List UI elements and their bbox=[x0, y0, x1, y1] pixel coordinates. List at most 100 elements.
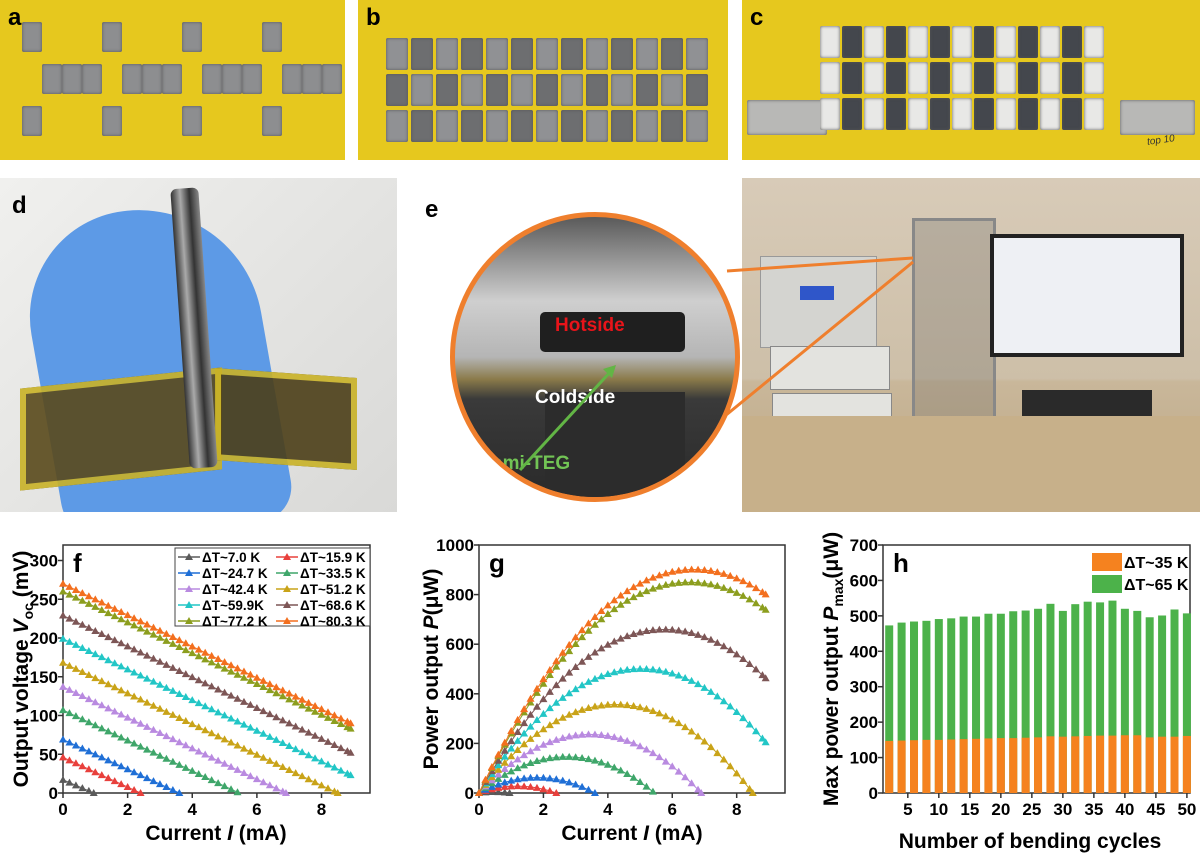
data-point-f bbox=[272, 689, 281, 697]
y-tick-label: 400 bbox=[850, 642, 878, 661]
te-leg bbox=[930, 26, 950, 58]
metal-contact-left bbox=[747, 100, 827, 135]
data-point-f bbox=[181, 741, 190, 749]
panel-label-g: g bbox=[489, 548, 505, 578]
data-point-g bbox=[732, 708, 741, 716]
data-point-g bbox=[642, 745, 651, 753]
legend-marker bbox=[185, 601, 193, 608]
data-point-f bbox=[97, 605, 106, 613]
data-point-f bbox=[298, 772, 307, 780]
data-point-g bbox=[526, 773, 535, 781]
data-point-g bbox=[552, 681, 561, 689]
data-point-g bbox=[732, 769, 741, 777]
data-point-f bbox=[143, 620, 152, 628]
data-point-g bbox=[700, 566, 709, 574]
data-point-f bbox=[123, 783, 132, 791]
te-leg bbox=[974, 98, 994, 130]
te-leg bbox=[561, 38, 583, 70]
y-axis-label-f: Output voltage Voc (mV) bbox=[10, 551, 36, 788]
te-leg bbox=[242, 64, 262, 94]
data-point-g bbox=[597, 606, 606, 614]
bar-dt35 bbox=[910, 740, 919, 793]
legend-label: ΔT~77.2 K bbox=[202, 614, 268, 629]
data-point-f bbox=[136, 742, 145, 750]
te-leg bbox=[22, 22, 42, 52]
data-point-g bbox=[623, 769, 632, 777]
data-point-g bbox=[507, 782, 516, 790]
data-point-f bbox=[168, 757, 177, 765]
data-point-f bbox=[246, 723, 255, 731]
data-point-f bbox=[252, 726, 261, 734]
hotside-block bbox=[540, 312, 685, 352]
data-point-g bbox=[745, 595, 754, 603]
data-point-g bbox=[610, 668, 619, 676]
te-leg bbox=[611, 38, 633, 70]
data-point-f bbox=[317, 705, 326, 713]
data-point-f bbox=[188, 673, 197, 681]
bar-dt65 bbox=[1182, 613, 1191, 793]
y-tick-label: 600 bbox=[446, 635, 474, 654]
te-leg bbox=[864, 26, 884, 58]
data-point-g bbox=[494, 750, 503, 758]
data-point-g bbox=[616, 766, 625, 774]
data-point-f bbox=[239, 768, 248, 776]
data-point-g bbox=[500, 778, 509, 786]
data-point-g bbox=[642, 704, 651, 712]
data-point-g bbox=[681, 773, 690, 781]
data-point-f bbox=[71, 759, 80, 767]
bar-dt35 bbox=[1058, 736, 1067, 793]
te-leg bbox=[586, 74, 608, 106]
te-leg bbox=[536, 38, 558, 70]
data-point-f bbox=[104, 680, 113, 688]
bar-dt35 bbox=[972, 738, 981, 793]
te-leg bbox=[842, 98, 862, 130]
data-point-f bbox=[123, 736, 132, 744]
legend-marker bbox=[283, 617, 291, 624]
data-point-g bbox=[732, 588, 741, 596]
photo-panel-a bbox=[0, 0, 345, 160]
te-leg bbox=[62, 64, 82, 94]
data-point-g bbox=[545, 721, 554, 729]
data-point-f bbox=[259, 729, 268, 737]
data-point-g bbox=[552, 753, 561, 761]
data-point-g bbox=[732, 574, 741, 582]
data-point-f bbox=[239, 720, 248, 728]
data-point-g bbox=[487, 782, 496, 790]
data-point-f bbox=[104, 727, 113, 735]
bar-dt65 bbox=[1071, 604, 1080, 793]
data-point-g bbox=[636, 742, 645, 750]
bar-dt65 bbox=[922, 620, 931, 793]
data-point-f bbox=[136, 648, 145, 656]
data-point-g bbox=[681, 578, 690, 586]
data-point-g bbox=[590, 702, 599, 710]
data-point-g bbox=[748, 789, 757, 796]
x-tick-label: 50 bbox=[1177, 800, 1196, 819]
data-point-g bbox=[616, 634, 625, 642]
te-leg bbox=[142, 64, 162, 94]
controller-display bbox=[800, 286, 834, 300]
te-leg bbox=[686, 74, 708, 106]
data-point-g bbox=[739, 714, 748, 722]
data-point-f bbox=[346, 724, 355, 732]
data-point-f bbox=[110, 730, 119, 738]
data-point-g bbox=[668, 669, 677, 677]
data-point-g bbox=[761, 738, 770, 746]
legend-marker bbox=[283, 569, 291, 576]
data-point-f bbox=[91, 650, 100, 658]
data-point-f bbox=[104, 774, 113, 782]
legend-label: ΔT~59.9K bbox=[202, 598, 264, 613]
data-point-f bbox=[65, 756, 74, 764]
data-point-f bbox=[130, 768, 139, 776]
te-leg bbox=[1018, 62, 1038, 94]
data-point-f bbox=[239, 744, 248, 752]
data-point-f bbox=[143, 722, 152, 730]
te-leg bbox=[886, 98, 906, 130]
te-leg bbox=[262, 22, 282, 52]
data-point-f bbox=[201, 702, 210, 710]
data-point-f bbox=[71, 593, 80, 601]
bar-dt65 bbox=[1145, 617, 1154, 793]
data-point-f bbox=[227, 714, 236, 722]
data-point-g bbox=[694, 732, 703, 740]
data-point-f bbox=[123, 642, 132, 650]
data-point-g bbox=[532, 783, 541, 791]
